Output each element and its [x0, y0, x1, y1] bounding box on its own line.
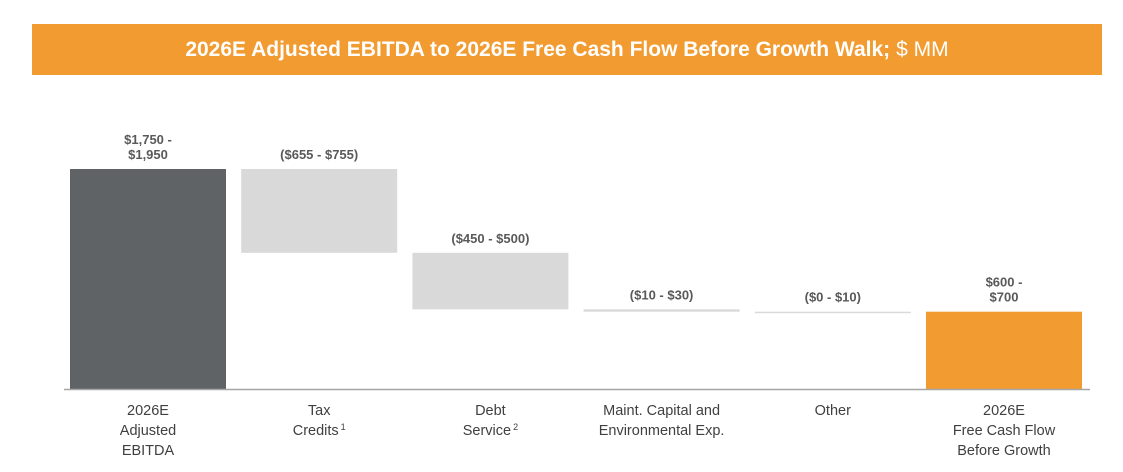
category-label: Environmental Exp.	[599, 423, 725, 439]
category-label: Other	[815, 403, 851, 419]
data-label: ($0 - $10)	[805, 290, 861, 305]
category-label: 2026E	[127, 403, 169, 419]
category-label: Free Cash Flow	[953, 423, 1056, 439]
chart-title-unit: $ MM	[896, 37, 949, 61]
data-label: ($450 - $500)	[451, 231, 529, 246]
category-label: Before Growth	[957, 443, 1051, 459]
footnote-marker: 1	[341, 422, 346, 432]
data-label: ($10 - $30)	[630, 287, 694, 302]
category-label: Service 2	[463, 422, 518, 439]
category-label: Adjusted	[120, 423, 176, 439]
category-label: 2026E	[983, 403, 1025, 419]
waterfall-bar	[926, 311, 1082, 389]
category-label: EBITDA	[122, 443, 175, 459]
data-label: $1,950	[128, 147, 168, 162]
data-label: $600 -	[986, 275, 1023, 290]
category-label: Maint. Capital and	[603, 403, 720, 419]
category-label: Tax	[308, 403, 331, 419]
footnote-marker: 2	[513, 422, 518, 432]
category-label: Debt	[475, 403, 506, 419]
waterfall-bar	[241, 169, 398, 253]
waterfall-bar	[754, 311, 911, 314]
data-label: ($655 - $755)	[280, 147, 358, 162]
category-label: Credits 1	[293, 422, 346, 439]
data-label: $700	[990, 290, 1019, 305]
title-banner: 2026E Adjusted EBITDA to 2026E Free Cash…	[32, 24, 1102, 75]
waterfall-bar	[412, 252, 569, 310]
data-label: $1,750 -	[124, 132, 172, 147]
waterfall-bar	[70, 169, 226, 389]
chart-title: 2026E Adjusted EBITDA to 2026E Free Cash…	[185, 37, 891, 61]
waterfall-bar	[583, 309, 740, 312]
